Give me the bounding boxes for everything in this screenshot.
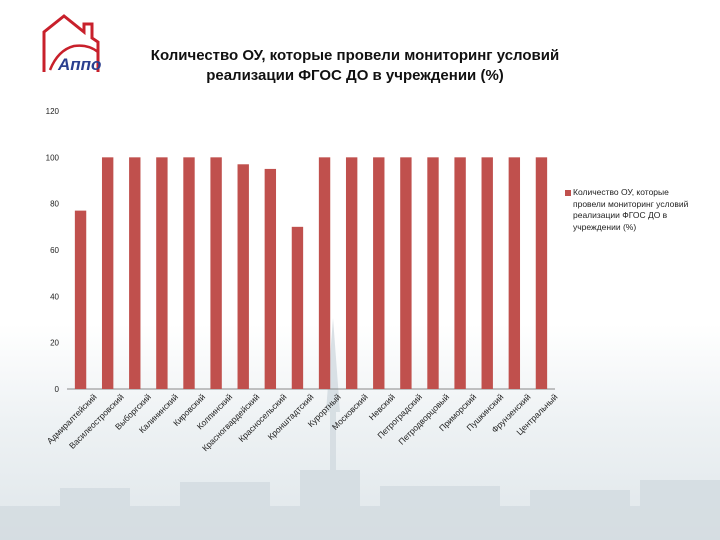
bar (210, 157, 222, 389)
y-tick-label: 40 (50, 292, 59, 301)
y-tick-label: 120 (46, 107, 60, 116)
bar (400, 157, 412, 389)
legend-label: Количество ОУ, которые провели мониторин… (573, 187, 689, 232)
appo-logo: Аппо (42, 14, 101, 74)
y-tick-label: 60 (50, 246, 59, 255)
bar (129, 157, 141, 389)
logo-text: Аппо (57, 55, 101, 74)
y-tick-label: 0 (55, 385, 60, 394)
bar (318, 157, 331, 389)
bar (264, 168, 277, 389)
y-tick-label: 20 (50, 339, 59, 348)
bar (481, 157, 493, 389)
bar (156, 157, 168, 389)
bar (237, 164, 249, 389)
chart-title-line-1: Количество ОУ, которые провели мониторин… (150, 47, 560, 64)
chart-title: Количество ОУ, которые провели мониторин… (140, 46, 570, 86)
bar (508, 157, 521, 389)
bar (291, 226, 304, 389)
legend-swatch (565, 190, 571, 196)
bar (345, 157, 358, 389)
bar (101, 157, 114, 389)
bar (454, 157, 466, 389)
bar (535, 157, 548, 389)
x-tick-label: Красносельский (236, 392, 288, 444)
chart-title-line-2: реализации ФГОС ДО в учреждении (%) (206, 67, 504, 84)
bar (183, 157, 195, 389)
chart-legend: Количество ОУ, которые провели мониторин… (565, 187, 693, 233)
bar (373, 157, 385, 389)
bar (427, 157, 439, 389)
bar (74, 210, 87, 389)
y-tick-label: 80 (50, 200, 59, 209)
y-tick-label: 100 (46, 153, 60, 162)
